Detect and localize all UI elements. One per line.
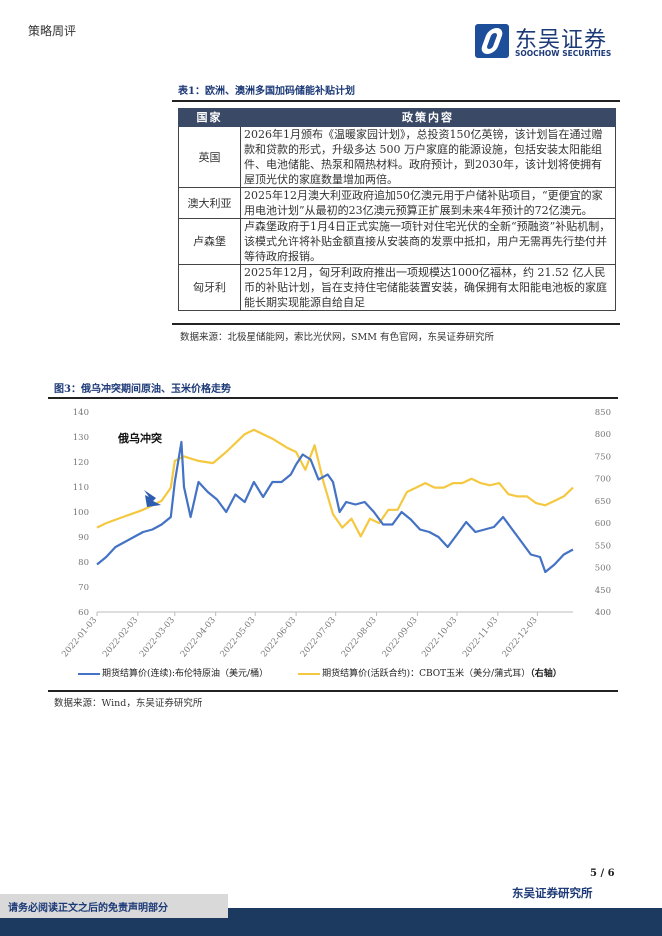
y-left-tick: 130 xyxy=(73,433,89,443)
country-cell: 澳大利亚 xyxy=(178,187,241,219)
y-left-tick: 100 xyxy=(73,508,89,518)
x-tick: 2022-12-03 xyxy=(501,616,540,660)
y-right-tick: 650 xyxy=(595,497,611,507)
divider xyxy=(172,323,620,325)
corn-series-line xyxy=(96,428,574,538)
logo-en: SOOCHOW SECURITIES xyxy=(515,49,612,58)
disclaimer-link[interactable]: 请务必阅读正文之后的免责声明部分 xyxy=(0,894,228,918)
x-tick: 2022-09-03 xyxy=(381,616,420,660)
x-tick: 2022-07-03 xyxy=(299,616,338,660)
arrow-icon xyxy=(144,490,161,507)
legend-swatch xyxy=(78,672,100,675)
legend-item-brent: 期货结算价(连续):布伦特原油（美元/桶） xyxy=(78,666,268,679)
y-right-tick: 450 xyxy=(595,586,611,596)
policy-table: 国家 政策内容 英国 2026年1月颁布《温暖家园计划》，总投资150亿英镑，该计… xyxy=(178,108,616,311)
table-caption: 表1：欧洲、澳洲多国加码储能补贴计划 xyxy=(178,86,355,97)
price-chart: 60 70 80 90 100 110 120 130 140 400 450 500 550 600 65… xyxy=(60,408,611,660)
y-right-tick: 750 xyxy=(595,452,611,462)
y-left-tick: 90 xyxy=(78,533,89,543)
table-source: 数据来源：北极星储能网，索比光伏网，SMM 有色官网，东吴证券研究所 xyxy=(180,332,494,343)
table-row: 卢森堡 卢森堡政府于1月4日正式实施一项针对住宅光伏的全新“预融资”补贴机制，该模… xyxy=(178,218,616,265)
x-tick: 2022-03-03 xyxy=(138,616,177,660)
y-right-tick: 550 xyxy=(595,541,611,551)
logo-icon xyxy=(475,24,509,58)
content-cell: 2026年1月颁布《温暖家园计划》，总投资150亿英镑，该计划旨在通过赠款和贷款… xyxy=(240,126,616,188)
footer-org: 东吴证券研究所 xyxy=(512,886,593,900)
table-header: 国家 政策内容 xyxy=(178,108,616,127)
x-tick: 2022-06-03 xyxy=(259,616,298,660)
y-left-tick: 140 xyxy=(73,408,89,418)
figure-caption: 图3：俄乌冲突期间原油、玉米价格走势 xyxy=(54,384,231,395)
content-cell: 卢森堡政府于1月4日正式实施一项针对住宅光伏的全新“预融资”补贴机制，该模式允许… xyxy=(240,218,616,265)
y-left-tick: 120 xyxy=(73,458,89,468)
content-cell: 2025年12月，匈牙利政府推出一项规模达1000亿福林，约 21.52 亿人民… xyxy=(240,264,616,311)
x-tick: 2022-04-03 xyxy=(179,616,218,660)
legend-label: 期货结算价(活跃合约)：CBOT玉米（美分/蒲式耳） xyxy=(322,669,531,679)
content-cell: 2025年12月澳大利亚政府追加50亿澳元用于户储补贴项目，“更便宜的家用电池计… xyxy=(240,187,616,219)
y-right-tick: 400 xyxy=(595,608,611,618)
x-tick: 2022-10-03 xyxy=(420,616,459,660)
y-right-tick: 600 xyxy=(595,519,611,529)
divider xyxy=(172,100,620,102)
annotation-label: 俄乌冲突 xyxy=(117,431,162,445)
x-tick: 2022-11-03 xyxy=(461,616,500,660)
legend-item-corn: 期货结算价(活跃合约)：CBOT玉米（美分/蒲式耳）（右轴） xyxy=(298,666,562,679)
page-number: 5 / 6 xyxy=(590,868,615,879)
y-left-tick: 110 xyxy=(73,483,89,493)
divider xyxy=(48,397,618,399)
figure-source: 数据来源：Wind，东吴证券研究所 xyxy=(54,698,203,709)
y-left-tick: 60 xyxy=(78,608,89,618)
x-tick: 2022-05-03 xyxy=(218,616,257,660)
y-right-tick: 500 xyxy=(595,564,611,574)
table-row: 匈牙利 2025年12月，匈牙利政府推出一项规模达1000亿福林，约 21.52 … xyxy=(178,264,616,311)
country-cell: 卢森堡 xyxy=(178,218,241,265)
legend-suffix: （右轴） xyxy=(530,669,562,679)
x-tick: 2022-01-03 xyxy=(60,616,99,660)
y-left-tick: 70 xyxy=(78,583,89,593)
y-right-tick: 800 xyxy=(595,430,611,440)
header-title: 策略周评 xyxy=(28,24,77,38)
header-country: 国家 xyxy=(178,108,241,127)
country-cell: 英国 xyxy=(178,126,241,188)
country-cell: 匈牙利 xyxy=(178,264,241,311)
divider xyxy=(48,690,618,692)
x-tick: 2022-08-03 xyxy=(340,616,379,660)
table-row: 澳大利亚 2025年12月澳大利亚政府追加50亿澳元用于户储补贴项目，“更便宜的家… xyxy=(178,187,616,219)
header-content: 政策内容 xyxy=(240,108,616,127)
y-right-tick: 850 xyxy=(595,408,611,418)
x-tick: 2022-02-03 xyxy=(101,616,140,660)
chart-legend: 期货结算价(连续):布伦特原油（美元/桶） 期货结算价(活跃合约)：CBOT玉米… xyxy=(78,666,562,679)
logo-cn: 东吴证券 xyxy=(515,28,608,53)
y-left-tick: 80 xyxy=(78,558,89,568)
brent-series-line xyxy=(96,440,574,574)
legend-label: 期货结算价(连续):布伦特原油（美元/桶） xyxy=(102,669,269,679)
table-row: 英国 2026年1月颁布《温暖家园计划》，总投资150亿英镑，该计划旨在通过赠款和… xyxy=(178,126,616,188)
company-logo: 东吴证券 SOOCHOW SECURITIES xyxy=(475,22,615,62)
y-right-tick: 700 xyxy=(595,475,611,485)
legend-swatch xyxy=(298,672,321,675)
